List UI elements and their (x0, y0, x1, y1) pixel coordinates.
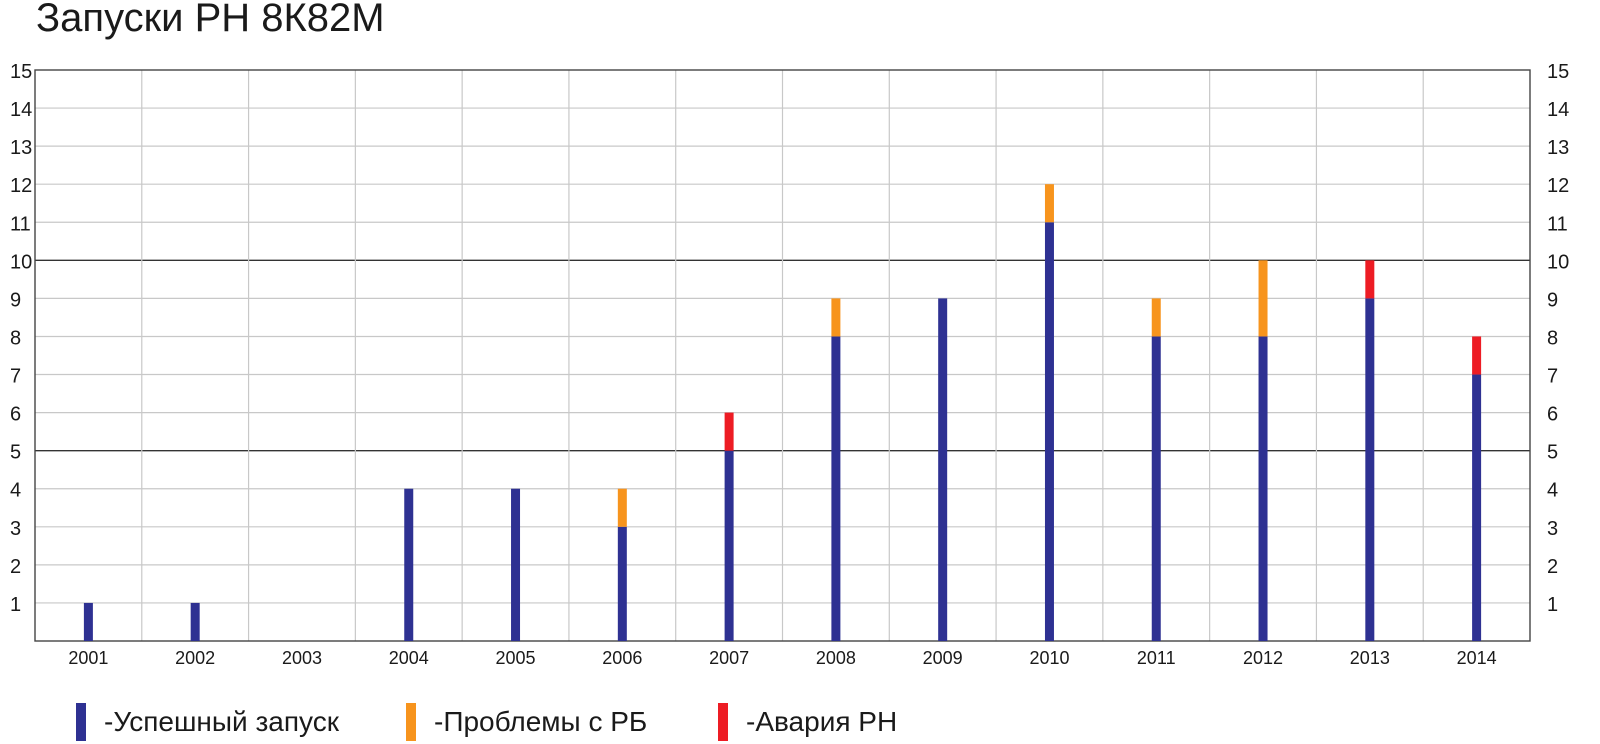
x-tick-2007: 2007 (709, 648, 749, 668)
legend-swatch-success (76, 703, 86, 741)
bar-2010-success (1044, 222, 1054, 641)
x-tick-2011: 2011 (1137, 648, 1176, 668)
y-tick-right-3: 3 (1547, 518, 1558, 540)
x-tick-2004: 2004 (389, 648, 429, 668)
y-tick-right-9: 9 (1547, 289, 1558, 311)
bar-2011-upper-stage-problem (1151, 298, 1161, 337)
bar-2004-success (404, 488, 414, 641)
x-tick-2006: 2006 (602, 648, 642, 668)
y-tick-right-15: 15 (1547, 61, 1569, 83)
legend-label-failure: -Авария РН (746, 706, 898, 737)
legend-item-success: -Успешный запуск (76, 700, 339, 744)
y-tick-left-5: 5 (10, 442, 21, 464)
bar-2002-success (190, 602, 200, 641)
chart-title: Запуски РН 8К82М (36, 0, 385, 40)
bar-2005-success (511, 488, 521, 641)
y-tick-left-10: 10 (10, 251, 32, 273)
bar-2013-failure (1365, 260, 1375, 299)
grid-layer (34, 69, 1531, 642)
x-tick-2001: 2001 (68, 648, 108, 668)
legend-item-upper-stage-problem: -Проблемы с РБ (406, 700, 647, 744)
y-tick-right-7: 7 (1547, 366, 1558, 388)
bar-2014-success (1472, 374, 1482, 641)
y-tick-left-12: 12 (10, 175, 32, 197)
y-tick-left-14: 14 (10, 99, 32, 121)
x-tick-2012: 2012 (1243, 648, 1283, 668)
bar-2001-success (83, 602, 93, 641)
legend-swatch-failure (718, 703, 728, 741)
bar-2008-upper-stage-problem (831, 298, 841, 337)
y-tick-right-10: 10 (1547, 251, 1569, 273)
y-tick-right-8: 8 (1547, 327, 1558, 349)
y-tick-right-1: 1 (1547, 594, 1558, 616)
y-tick-left-6: 6 (10, 404, 21, 426)
x-tick-2013: 2013 (1350, 648, 1390, 668)
bar-2009-success (938, 298, 948, 641)
bar-2007-failure (724, 412, 734, 451)
legend-item-failure: -Авария РН (718, 700, 897, 744)
y-tick-left-9: 9 (10, 289, 21, 311)
bar-2008-success (831, 336, 841, 641)
bar-2012-success (1258, 336, 1268, 641)
y-tick-right-2: 2 (1547, 556, 1558, 578)
y-tick-left-1: 1 (10, 594, 21, 616)
x-tick-2014: 2014 (1457, 648, 1497, 668)
y-tick-left-4: 4 (10, 480, 21, 502)
bar-2012-upper-stage-problem (1258, 260, 1268, 337)
bar-2010-upper-stage-problem (1044, 184, 1054, 223)
y-tick-right-12: 12 (1547, 175, 1569, 197)
y-tick-right-13: 13 (1547, 137, 1569, 159)
x-tick-2002: 2002 (175, 648, 215, 668)
y-tick-right-6: 6 (1547, 404, 1558, 426)
x-tick-2008: 2008 (816, 648, 856, 668)
y-tick-right-5: 5 (1547, 442, 1558, 464)
legend-swatch-upper-stage-problem (406, 703, 416, 741)
plot-frame (34, 69, 1531, 642)
y-tick-left-13: 13 (10, 137, 32, 159)
y-tick-right-14: 14 (1547, 99, 1569, 121)
bar-2006-success (617, 526, 627, 641)
legend-label-success: -Успешный запуск (104, 706, 339, 737)
bars-layer (83, 184, 1482, 641)
legend-label-upper-stage-problem: -Проблемы с РБ (434, 706, 648, 737)
y-tick-left-7: 7 (10, 366, 21, 388)
y-tick-right-4: 4 (1547, 480, 1558, 502)
bar-2013-success (1365, 298, 1375, 641)
y-tick-left-8: 8 (10, 327, 21, 349)
x-tick-2003: 2003 (282, 648, 322, 668)
x-tick-2009: 2009 (923, 648, 963, 668)
x-tick-2010: 2010 (1029, 648, 1069, 668)
bar-2007-success (724, 450, 734, 641)
y-tick-left-11: 11 (10, 213, 31, 235)
y-tick-left-15: 15 (10, 61, 32, 83)
bar-2011-success (1151, 336, 1161, 641)
y-tick-right-11: 11 (1547, 213, 1568, 235)
y-tick-left-3: 3 (10, 518, 21, 540)
bar-2014-failure (1472, 336, 1482, 375)
y-tick-left-2: 2 (10, 556, 21, 578)
bar-2006-upper-stage-problem (617, 488, 627, 527)
x-tick-2005: 2005 (496, 648, 536, 668)
